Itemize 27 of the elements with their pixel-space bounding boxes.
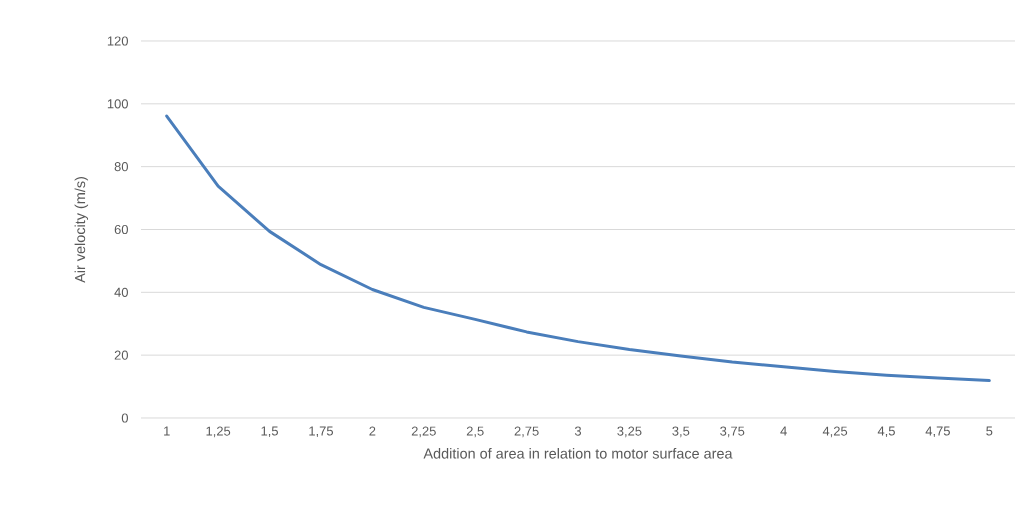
x-axis-title: Addition of area in relation to motor surface area: [423, 448, 733, 459]
y-tick-label: 20: [114, 350, 128, 360]
y-tick-label: 0: [121, 413, 128, 423]
x-tick-label: 3,25: [617, 426, 642, 438]
x-tick-label: 2: [369, 426, 376, 436]
y-tick-label: 100: [107, 99, 128, 109]
x-tick-label: 2,5: [466, 426, 484, 438]
y-tick-label: 120: [107, 36, 128, 46]
x-tick-label: 1,5: [261, 426, 278, 438]
x-tick-label: 4,5: [877, 426, 895, 438]
x-tick-label: 3: [574, 426, 582, 436]
x-tick-label: 4,25: [822, 426, 848, 438]
y-axis-title: Air velocity (m/s): [74, 177, 89, 283]
x-tick-label: 4,75: [925, 426, 950, 438]
y-tick-label: 40: [114, 287, 128, 297]
x-tick-label: 3,75: [720, 426, 745, 438]
x-tick-label: 2,25: [411, 426, 436, 438]
y-tick-label: 80: [114, 162, 128, 172]
x-tick-label: 1: [164, 426, 170, 436]
line-series: [165, 114, 991, 383]
x-tick-label: 2,75: [514, 426, 539, 438]
x-tick-label: 5: [986, 426, 993, 436]
y-tick-label: 60: [114, 224, 128, 235]
x-tick-label: 3,5: [672, 426, 690, 438]
x-tick-label: 1,25: [206, 426, 231, 438]
x-tick-label: 1,75: [309, 426, 333, 438]
x-tick-label: 4: [780, 426, 787, 436]
